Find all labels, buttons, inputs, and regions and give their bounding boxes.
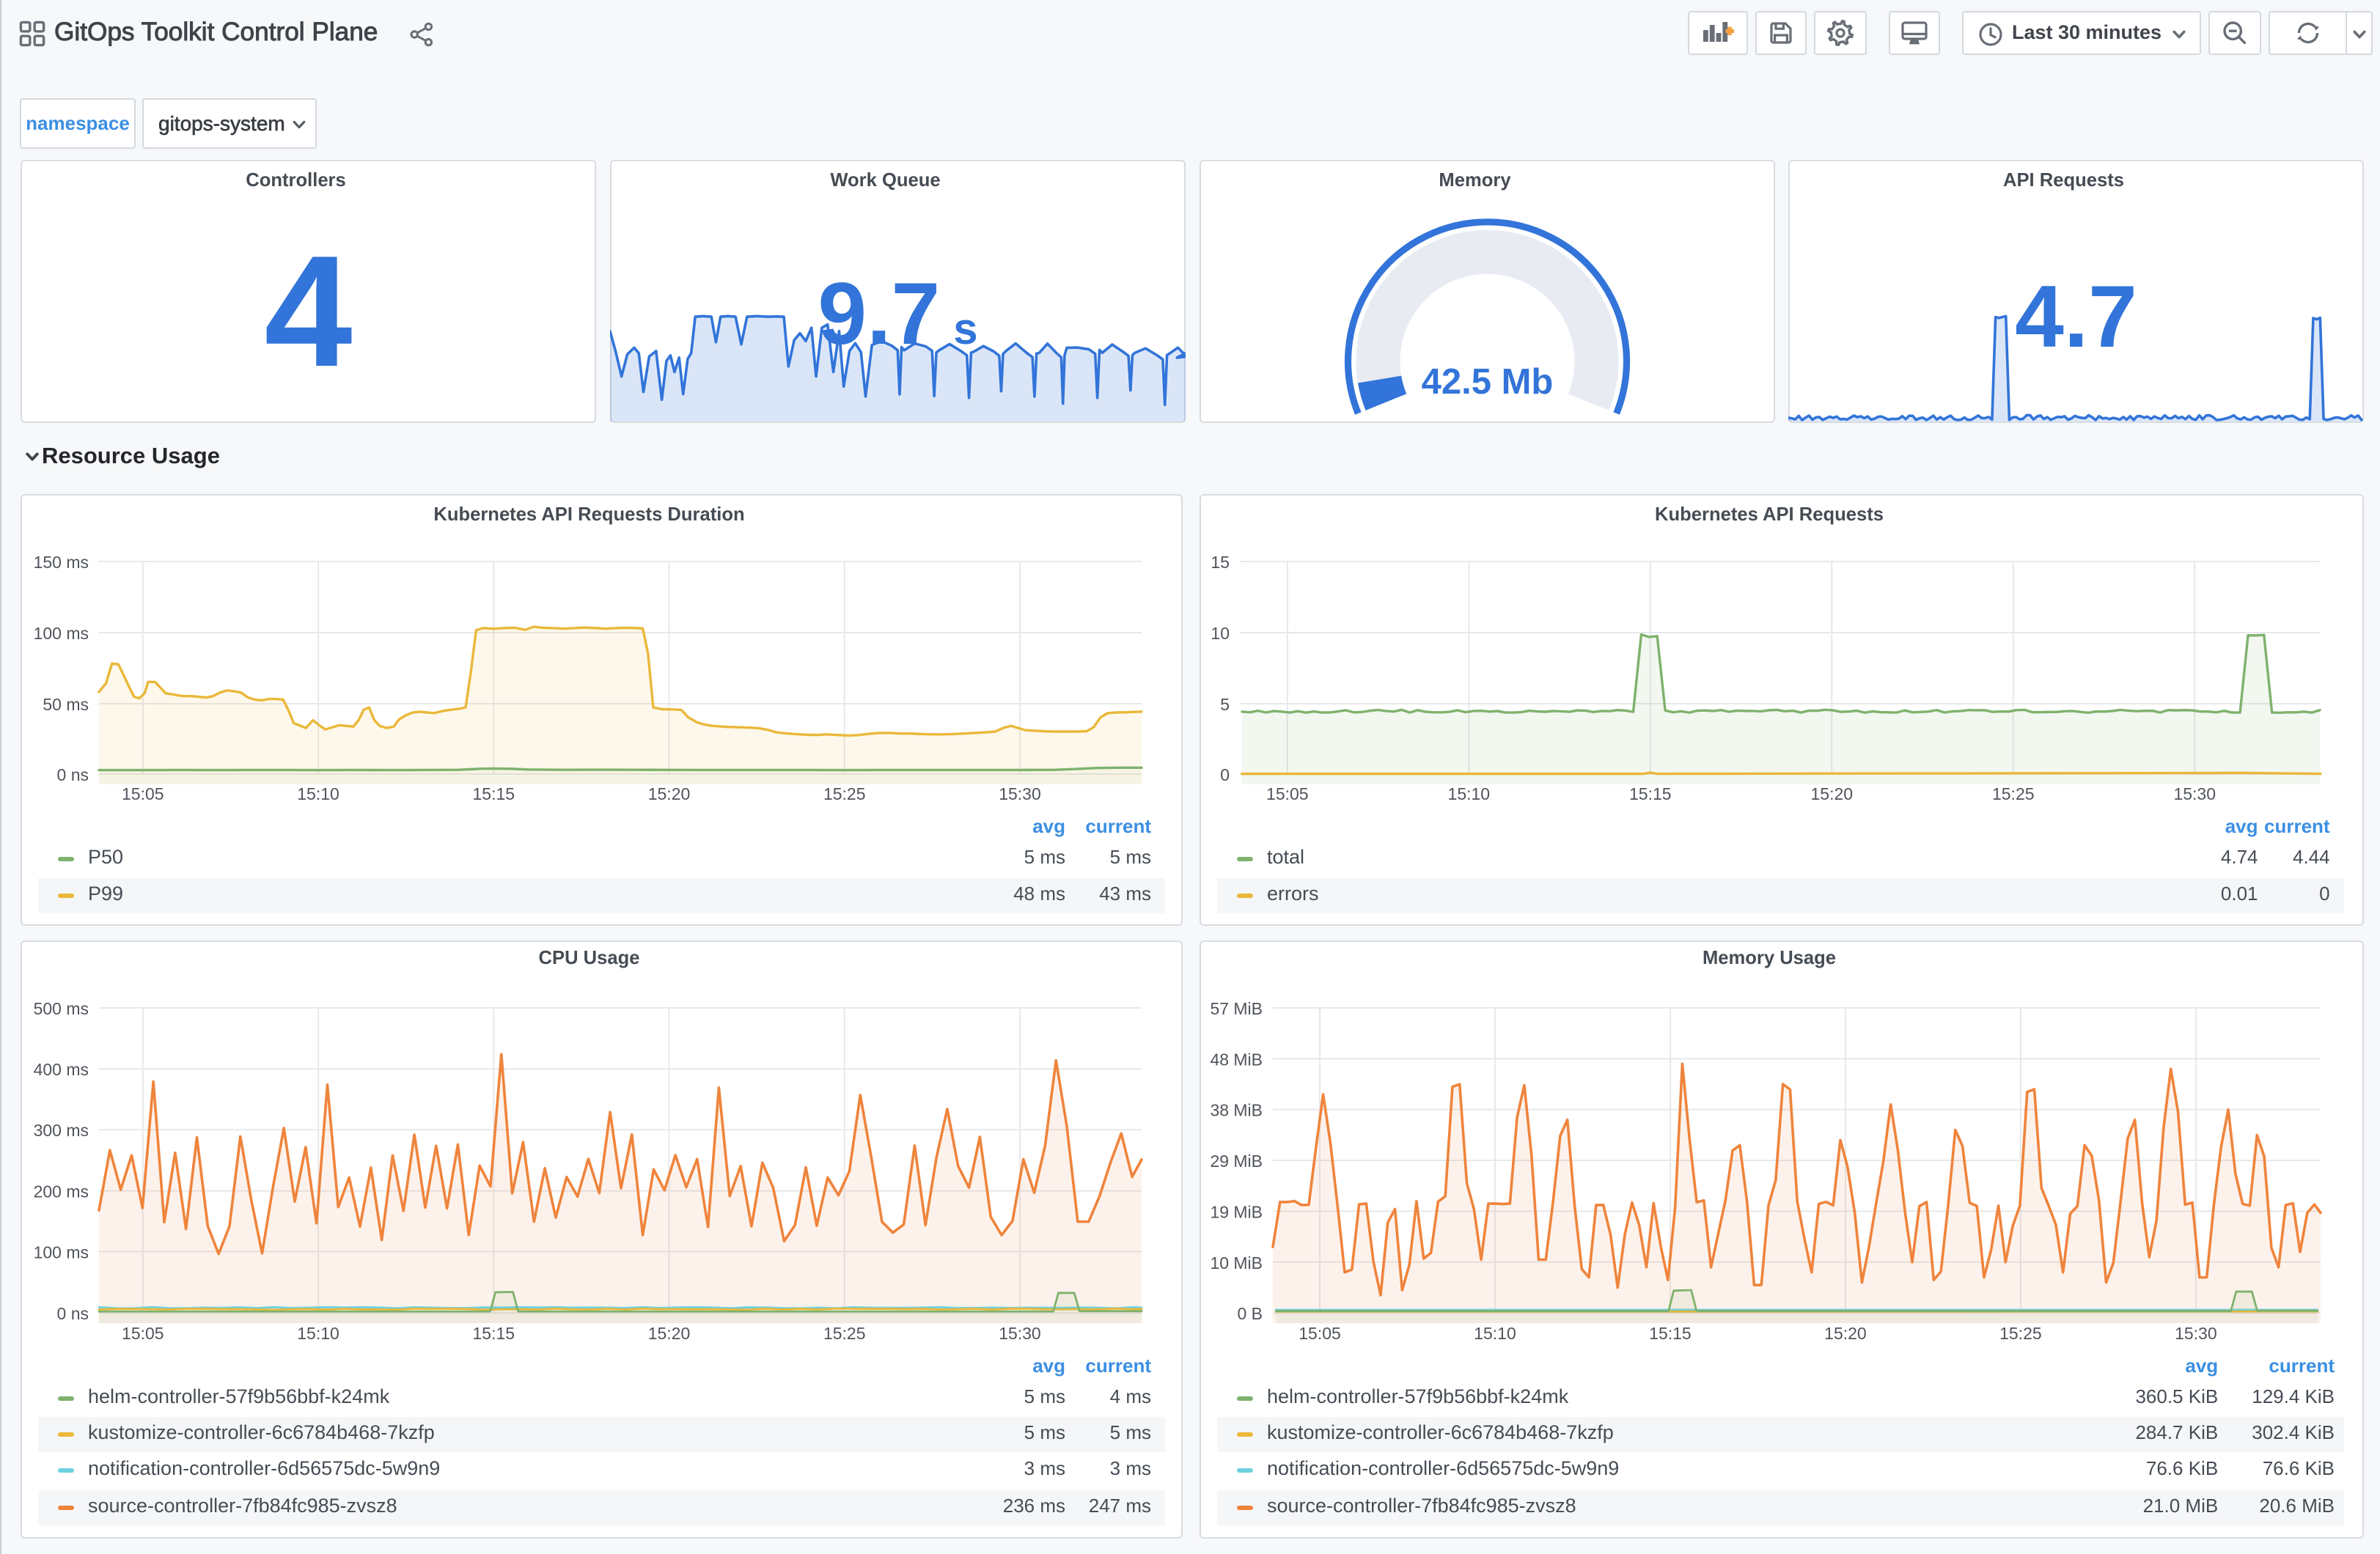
svg-text:15:20: 15:20	[1824, 1324, 1867, 1343]
svg-text:50 ms: 50 ms	[43, 695, 89, 714]
svg-text:29 MiB: 29 MiB	[1210, 1152, 1263, 1171]
svg-text:15:10: 15:10	[1474, 1324, 1516, 1343]
svg-text:15:10: 15:10	[297, 1324, 339, 1343]
svg-text:15:25: 15:25	[823, 784, 866, 803]
svg-text:5: 5	[1220, 695, 1230, 714]
svg-text:15:25: 15:25	[1992, 784, 2035, 803]
svg-text:150 ms: 150 ms	[34, 553, 89, 572]
svg-text:15:25: 15:25	[1999, 1324, 2042, 1343]
svg-text:15:15: 15:15	[1629, 784, 1672, 803]
svg-text:15:15: 15:15	[473, 1324, 515, 1343]
svg-text:15:15: 15:15	[472, 784, 515, 803]
svg-text:15:10: 15:10	[297, 784, 339, 803]
svg-text:57 MiB: 57 MiB	[1210, 999, 1263, 1018]
svg-text:15:05: 15:05	[122, 1324, 164, 1343]
svg-text:15:10: 15:10	[1448, 784, 1491, 803]
svg-text:15:30: 15:30	[999, 1324, 1041, 1343]
svg-text:15:20: 15:20	[648, 784, 691, 803]
svg-text:10 MiB: 10 MiB	[1210, 1253, 1263, 1273]
svg-text:15:20: 15:20	[1810, 784, 1853, 803]
svg-text:0: 0	[1220, 765, 1230, 784]
svg-text:400 ms: 400 ms	[34, 1060, 89, 1079]
svg-text:0 ns: 0 ns	[57, 765, 89, 784]
svg-text:15:25: 15:25	[823, 1324, 866, 1343]
svg-text:38 MiB: 38 MiB	[1210, 1101, 1263, 1120]
svg-text:100 ms: 100 ms	[34, 1242, 89, 1262]
svg-text:15:05: 15:05	[1266, 784, 1309, 803]
svg-text:200 ms: 200 ms	[34, 1182, 89, 1201]
svg-text:300 ms: 300 ms	[34, 1121, 89, 1140]
svg-text:48 MiB: 48 MiB	[1210, 1050, 1263, 1069]
svg-text:15:20: 15:20	[648, 1324, 691, 1343]
svg-text:15:30: 15:30	[999, 784, 1041, 803]
svg-text:0 ns: 0 ns	[57, 1304, 89, 1323]
svg-text:15:30: 15:30	[2175, 1324, 2217, 1343]
svg-text:100 ms: 100 ms	[34, 624, 89, 643]
svg-text:500 ms: 500 ms	[34, 999, 89, 1018]
svg-text:0 B: 0 B	[1238, 1304, 1263, 1323]
svg-text:15: 15	[1211, 553, 1230, 572]
svg-text:15:05: 15:05	[1299, 1324, 1341, 1343]
svg-text:15:15: 15:15	[1649, 1324, 1692, 1343]
svg-text:10: 10	[1211, 624, 1230, 643]
svg-text:42.5 Mb: 42.5 Mb	[1422, 362, 1554, 402]
svg-text:15:05: 15:05	[122, 784, 164, 803]
svg-text:15:30: 15:30	[2173, 784, 2216, 803]
svg-text:19 MiB: 19 MiB	[1210, 1202, 1263, 1221]
